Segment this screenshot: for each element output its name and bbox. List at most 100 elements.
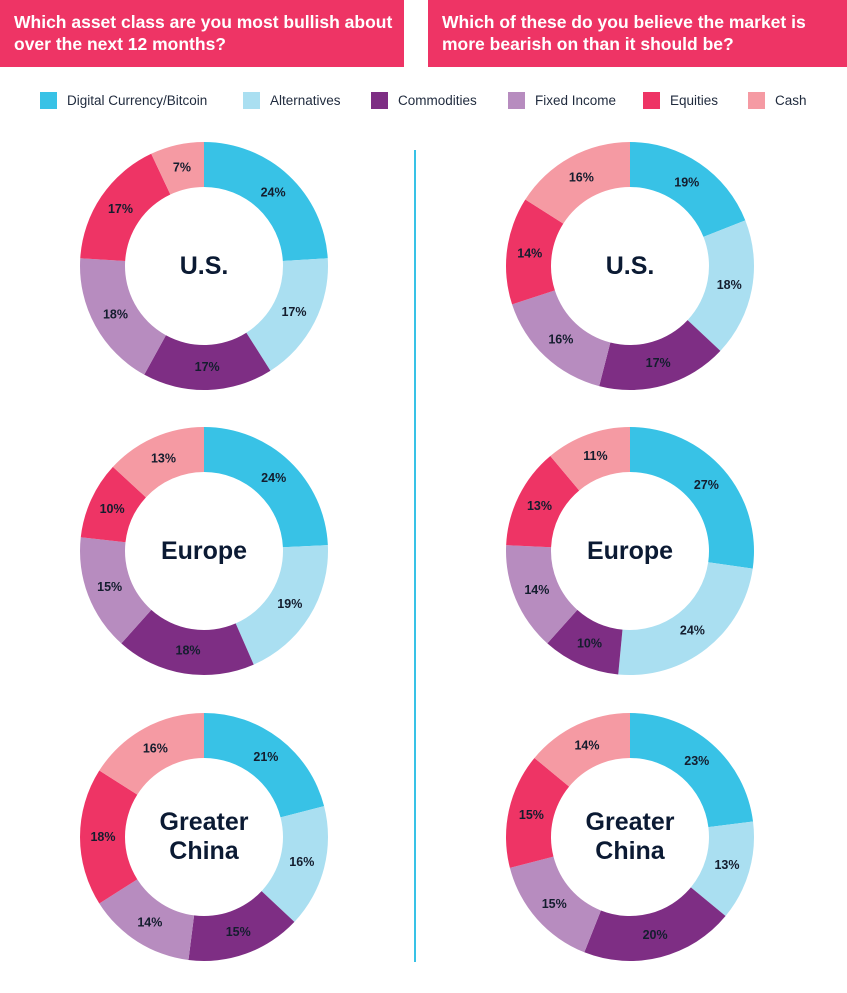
slice-label-cash: 13% (151, 451, 176, 465)
slice-label-digital-currency-bitcoin: 21% (253, 750, 278, 764)
donut-center-label: Europe (160, 536, 248, 565)
slice-cash (99, 713, 204, 795)
legend-swatch-digital-currency (40, 92, 57, 109)
legend-swatch-commodities (371, 92, 388, 109)
slice-label-digital-currency-bitcoin: 23% (684, 754, 709, 768)
slice-label-equities: 18% (90, 830, 115, 844)
legend-swatch-fixed-income (508, 92, 525, 109)
slice-label-equities: 17% (108, 202, 133, 216)
legend-label: Equities (670, 93, 719, 108)
header-bullish-text: Which asset class are you most bullish a… (14, 12, 393, 54)
slice-label-equities: 14% (517, 246, 542, 260)
legend-item-cash: Cash (748, 92, 807, 109)
legend-swatch-alternatives (243, 92, 260, 109)
slice-equities (80, 770, 138, 904)
slice-equities (506, 757, 570, 868)
slice-equities (80, 466, 146, 543)
slice-label-cash: 16% (569, 170, 594, 184)
slice-commodities (584, 887, 726, 961)
slice-label-equities: 15% (519, 808, 544, 822)
donut-svg: 27% 24% 10% 14% 13% 11% (506, 427, 754, 675)
slice-alternatives (687, 220, 754, 351)
slice-label-cash: 14% (574, 739, 599, 753)
donut-bearish-greater-china: 23% 13% 20% 15% 15% 14% Greater China (505, 712, 755, 962)
legend-label: Digital Currency/Bitcoin (67, 93, 208, 108)
slice-fixed-income (506, 545, 578, 644)
legend-item-alternatives: Alternatives (243, 92, 341, 109)
slice-cash (112, 427, 204, 498)
slice-label-alternatives: 18% (717, 278, 742, 292)
column-divider (414, 150, 416, 962)
donut-center-label: Greater China (159, 808, 249, 865)
slice-label-commodities: 20% (643, 928, 668, 942)
header-bullish-question: Which asset class are you most bullish a… (0, 0, 404, 67)
legend-label: Fixed Income (535, 93, 617, 108)
legend-swatch-cash (748, 92, 765, 109)
donut-bullish-us: 24% 17% 17% 18% 17% 7% U.S. (79, 141, 329, 391)
donut-svg: 24% 17% 17% 18% 17% 7% (80, 142, 328, 390)
donut-svg: 23% 13% 20% 15% 15% 14% (506, 713, 754, 961)
slice-commodities (599, 320, 721, 390)
donut-bullish-greater-china: 21% 16% 15% 14% 18% 16% Greater China (79, 712, 329, 962)
slice-label-fixed-income: 14% (137, 915, 162, 929)
header-bearish-question: Which of these do you believe the market… (428, 0, 847, 67)
slice-alternatives (246, 258, 328, 371)
slice-label-alternatives: 19% (277, 597, 302, 611)
slice-label-digital-currency-bitcoin: 19% (674, 175, 699, 189)
slice-cash (151, 142, 204, 195)
slice-label-digital-currency-bitcoin: 24% (261, 185, 286, 199)
slice-label-commodities: 15% (226, 925, 251, 939)
legend-label: Commodities (398, 93, 477, 108)
slice-alternatives (690, 821, 754, 917)
slice-fixed-income (99, 879, 195, 961)
donut-svg: 19% 18% 17% 16% 14% 16% (506, 142, 754, 390)
slice-fixed-income (509, 856, 601, 953)
slice-digital-currency-bitcoin (204, 713, 325, 818)
donut-svg: 24% 19% 18% 15% 10% 13% (80, 427, 328, 675)
slice-commodities (144, 332, 271, 390)
slice-alternatives (261, 806, 328, 922)
slice-equities (80, 153, 171, 262)
donut-bullish-europe: 24% 19% 18% 15% 10% 13% Europe (79, 426, 329, 676)
slice-label-commodities: 18% (176, 644, 201, 658)
header-bearish-text: Which of these do you believe the market… (442, 12, 806, 54)
slice-digital-currency-bitcoin (204, 427, 328, 548)
legend-item-commodities: Commodities (371, 92, 477, 109)
slice-fixed-income (512, 290, 611, 387)
slice-fixed-income (80, 258, 166, 375)
slice-cash (525, 142, 630, 224)
legend-swatch-equities (643, 92, 660, 109)
slice-label-alternatives: 13% (714, 858, 739, 872)
donut-bearish-us: 19% 18% 17% 16% 14% 16% U.S. (505, 141, 755, 391)
slice-alternatives (618, 562, 753, 675)
donut-center-label: Europe (586, 536, 674, 565)
legend-item-equities: Equities (643, 92, 718, 109)
slice-label-alternatives: 24% (680, 623, 705, 637)
slice-label-fixed-income: 15% (97, 580, 122, 594)
slice-digital-currency-bitcoin (630, 713, 754, 828)
slice-digital-currency-bitcoin (630, 427, 754, 569)
legend-label: Cash (775, 93, 807, 108)
slice-label-cash: 7% (173, 160, 191, 174)
slice-label-cash: 16% (143, 741, 168, 755)
slice-label-equities: 10% (100, 502, 125, 516)
slice-label-alternatives: 17% (281, 305, 306, 319)
slice-commodities (121, 609, 254, 675)
legend-item-fixed-income: Fixed Income (508, 92, 616, 109)
slice-cash (534, 713, 630, 787)
slice-label-alternatives: 16% (289, 855, 314, 869)
slice-commodities (547, 609, 623, 675)
slice-label-commodities: 17% (195, 360, 220, 374)
slice-equities (506, 199, 564, 305)
slice-label-fixed-income: 14% (524, 583, 549, 597)
slice-alternatives (235, 545, 328, 665)
donut-center-label: U.S. (605, 251, 655, 280)
slice-cash (550, 427, 630, 491)
slice-fixed-income (80, 537, 152, 644)
legend-label: Alternatives (270, 93, 341, 108)
slice-digital-currency-bitcoin (204, 142, 328, 262)
slice-commodities (188, 891, 295, 961)
slice-label-digital-currency-bitcoin: 24% (261, 471, 286, 485)
donut-bearish-europe: 27% 24% 10% 14% 13% 11% Europe (505, 426, 755, 676)
slice-digital-currency-bitcoin (630, 142, 746, 237)
